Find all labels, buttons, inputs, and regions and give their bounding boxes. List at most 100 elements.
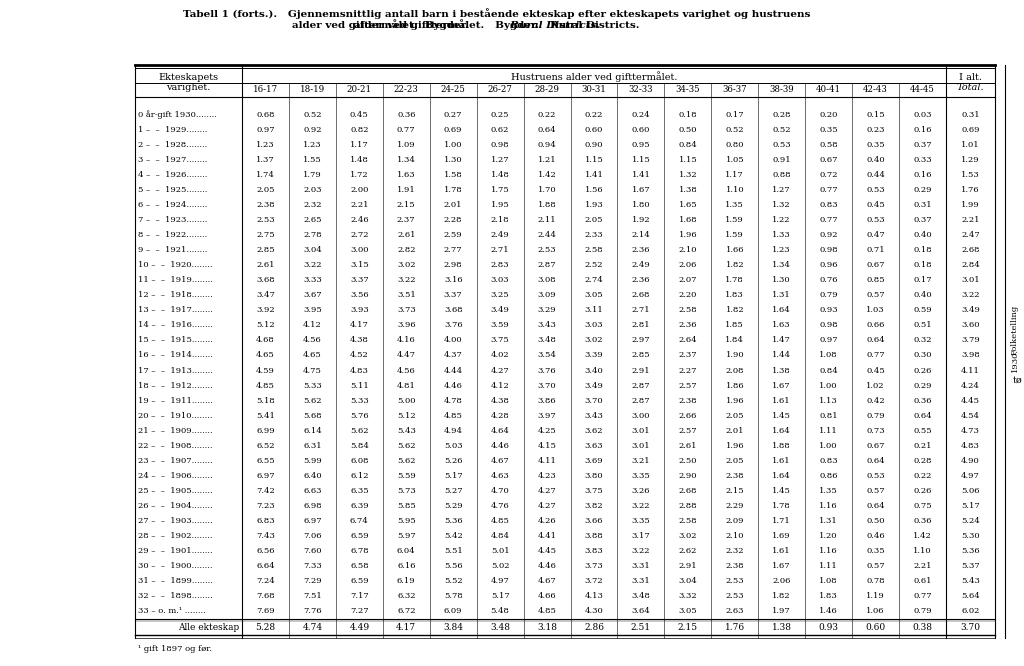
Text: 3.48: 3.48 xyxy=(538,336,556,344)
Text: 6.97: 6.97 xyxy=(256,472,274,480)
Text: 3.69: 3.69 xyxy=(585,457,603,465)
Text: 2.21: 2.21 xyxy=(350,201,369,209)
Text: 3.03: 3.03 xyxy=(585,322,603,330)
Text: 1.72: 1.72 xyxy=(350,170,369,178)
Text: 42-43: 42-43 xyxy=(863,85,888,95)
Text: 0.20: 0.20 xyxy=(819,111,838,119)
Text: 3.59: 3.59 xyxy=(490,322,510,330)
Text: 0.75: 0.75 xyxy=(913,502,932,510)
Text: 5.68: 5.68 xyxy=(303,412,322,420)
Text: 6.98: 6.98 xyxy=(303,502,322,510)
Text: 2.83: 2.83 xyxy=(490,261,510,269)
Text: 2.11: 2.11 xyxy=(538,216,556,224)
Text: 15 –  –  1915........: 15 – – 1915........ xyxy=(138,336,213,344)
Text: 1.79: 1.79 xyxy=(303,170,322,178)
Text: 14 –  –  1916........: 14 – – 1916........ xyxy=(138,322,213,330)
Text: 4.67: 4.67 xyxy=(538,577,556,585)
Text: 2.38: 2.38 xyxy=(725,472,744,480)
Text: 0.83: 0.83 xyxy=(819,457,838,465)
Text: 2.66: 2.66 xyxy=(679,412,697,420)
Text: 2.37: 2.37 xyxy=(397,216,416,224)
Text: 2.91: 2.91 xyxy=(632,366,650,374)
Text: 0.57: 0.57 xyxy=(866,291,885,299)
Text: 7.27: 7.27 xyxy=(350,607,369,615)
Text: 0.79: 0.79 xyxy=(819,291,838,299)
Text: 6.78: 6.78 xyxy=(350,547,369,555)
Text: 5.62: 5.62 xyxy=(350,427,369,435)
Text: 1.08: 1.08 xyxy=(819,577,838,585)
Text: 5.78: 5.78 xyxy=(443,593,463,601)
Text: 2.28: 2.28 xyxy=(444,216,463,224)
Text: 2.05: 2.05 xyxy=(585,216,603,224)
Text: 1.02: 1.02 xyxy=(866,382,885,390)
Text: 3.01: 3.01 xyxy=(632,442,650,450)
Text: 0.45: 0.45 xyxy=(866,201,885,209)
Text: 38-39: 38-39 xyxy=(769,85,794,95)
Text: 1.64: 1.64 xyxy=(772,306,792,314)
Text: 4.84: 4.84 xyxy=(490,532,510,540)
Text: 5.28: 5.28 xyxy=(255,623,275,631)
Text: 4.70: 4.70 xyxy=(490,487,510,495)
Text: 6.02: 6.02 xyxy=(962,607,980,615)
Text: 1.05: 1.05 xyxy=(725,156,744,164)
Text: 3.75: 3.75 xyxy=(490,336,510,344)
Text: 2.21: 2.21 xyxy=(962,216,980,224)
Text: 0.77: 0.77 xyxy=(819,216,838,224)
Text: 4.24: 4.24 xyxy=(962,382,980,390)
Text: 0.23: 0.23 xyxy=(866,126,885,134)
Text: 6.72: 6.72 xyxy=(397,607,416,615)
Text: 7.24: 7.24 xyxy=(256,577,274,585)
Text: 0.16: 0.16 xyxy=(913,126,932,134)
Text: 16 –  –  1914........: 16 – – 1914........ xyxy=(138,352,213,360)
Text: 6.14: 6.14 xyxy=(303,427,322,435)
Text: 0.36: 0.36 xyxy=(913,517,932,525)
Text: 1.15: 1.15 xyxy=(585,156,603,164)
Text: 1.78: 1.78 xyxy=(443,186,463,194)
Text: 1.88: 1.88 xyxy=(772,442,792,450)
Text: 2.10: 2.10 xyxy=(679,246,697,254)
Text: 5.41: 5.41 xyxy=(256,412,274,420)
Text: 1.83: 1.83 xyxy=(819,593,838,601)
Text: 1.76: 1.76 xyxy=(962,186,980,194)
Text: 1.23: 1.23 xyxy=(256,141,274,149)
Text: 2.32: 2.32 xyxy=(726,547,744,555)
Text: 5.26: 5.26 xyxy=(444,457,463,465)
Text: 2.46: 2.46 xyxy=(350,216,369,224)
Text: 3.48: 3.48 xyxy=(490,623,510,631)
Text: 10 –  –  1920........: 10 – – 1920........ xyxy=(138,261,213,269)
Text: 4.17: 4.17 xyxy=(350,322,369,330)
Text: 3.56: 3.56 xyxy=(350,291,369,299)
Text: 2.53: 2.53 xyxy=(256,216,274,224)
Text: 5.17: 5.17 xyxy=(962,502,980,510)
Text: 33 – o. m.¹ ........: 33 – o. m.¹ ........ xyxy=(138,607,206,615)
Text: 1.41: 1.41 xyxy=(585,170,603,178)
Text: 4.97: 4.97 xyxy=(962,472,980,480)
Text: 2.90: 2.90 xyxy=(679,472,697,480)
Text: 0.42: 0.42 xyxy=(866,397,885,405)
Text: 0.35: 0.35 xyxy=(866,141,885,149)
Text: 4.17: 4.17 xyxy=(396,623,417,631)
Text: 0.64: 0.64 xyxy=(538,126,556,134)
Text: 1.67: 1.67 xyxy=(772,562,792,570)
Text: 13 –  –  1917........: 13 – – 1917........ xyxy=(138,306,213,314)
Text: 4.45: 4.45 xyxy=(538,547,557,555)
Text: 2.59: 2.59 xyxy=(443,231,463,239)
Text: 1.61: 1.61 xyxy=(772,397,792,405)
Text: 4.63: 4.63 xyxy=(490,472,510,480)
Text: 0.33: 0.33 xyxy=(913,156,932,164)
Text: 17 –  –  1913........: 17 – – 1913........ xyxy=(138,366,213,374)
Text: 2.07: 2.07 xyxy=(679,276,697,284)
Text: 0.16: 0.16 xyxy=(913,170,932,178)
Text: 3.04: 3.04 xyxy=(303,246,322,254)
Text: 0.26: 0.26 xyxy=(913,487,932,495)
Text: 5 –  –  1925........: 5 – – 1925........ xyxy=(138,186,208,194)
Text: 1.00: 1.00 xyxy=(444,141,463,149)
Text: 1.58: 1.58 xyxy=(443,170,463,178)
Text: 3.75: 3.75 xyxy=(585,487,603,495)
Text: 2.87: 2.87 xyxy=(632,382,650,390)
Text: 3.92: 3.92 xyxy=(256,306,274,314)
Text: 4.00: 4.00 xyxy=(443,336,463,344)
Text: 3.25: 3.25 xyxy=(490,291,510,299)
Text: 7.76: 7.76 xyxy=(303,607,322,615)
Text: 6.12: 6.12 xyxy=(350,472,369,480)
